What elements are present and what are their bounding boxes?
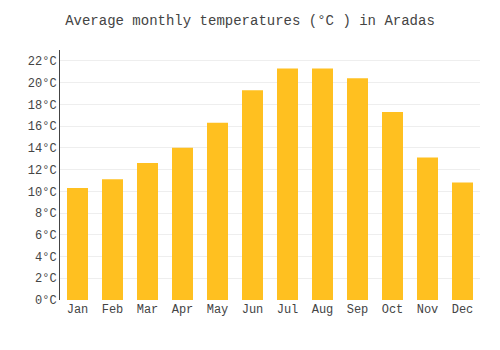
- svg-text:22°C: 22°C: [28, 55, 57, 69]
- svg-text:10°C: 10°C: [28, 186, 57, 200]
- svg-text:Jul: Jul: [277, 303, 299, 317]
- svg-text:Average monthly temperatures (: Average monthly temperatures (°C ) in Ar…: [65, 13, 435, 29]
- svg-text:4°C: 4°C: [35, 251, 57, 265]
- svg-text:8°C: 8°C: [35, 207, 57, 221]
- svg-text:2°C: 2°C: [35, 272, 57, 286]
- svg-text:12°C: 12°C: [28, 164, 57, 178]
- svg-text:14°C: 14°C: [28, 142, 57, 156]
- svg-text:Sep: Sep: [347, 303, 369, 317]
- svg-text:Aug: Aug: [312, 303, 334, 317]
- svg-text:20°C: 20°C: [28, 77, 57, 91]
- svg-text:18°C: 18°C: [28, 99, 57, 113]
- svg-text:Feb: Feb: [102, 303, 124, 317]
- svg-text:May: May: [207, 303, 229, 317]
- svg-text:0°C: 0°C: [35, 294, 57, 308]
- svg-text:Apr: Apr: [172, 303, 194, 317]
- svg-text:Nov: Nov: [417, 303, 439, 317]
- svg-text:Dec: Dec: [452, 303, 474, 317]
- svg-text:Oct: Oct: [382, 303, 404, 317]
- svg-text:Mar: Mar: [137, 303, 159, 317]
- svg-text:Jun: Jun: [242, 303, 264, 317]
- svg-text:6°C: 6°C: [35, 229, 57, 243]
- svg-text:16°C: 16°C: [28, 120, 57, 134]
- svg-text:Jan: Jan: [67, 303, 89, 317]
